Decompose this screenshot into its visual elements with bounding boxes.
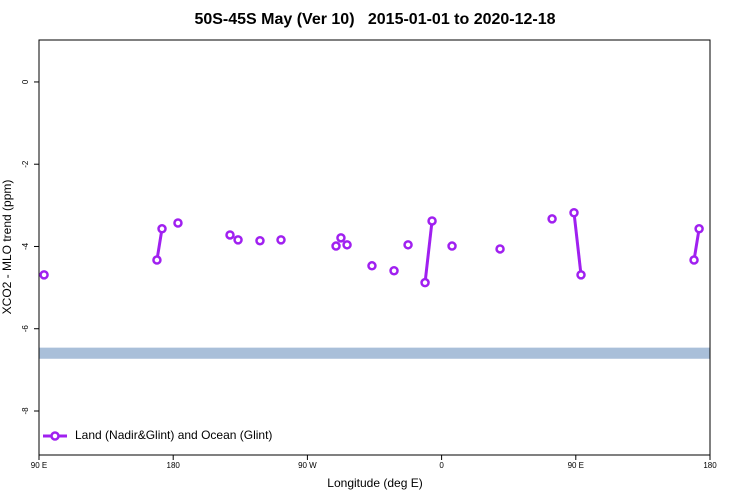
data-point: [276, 235, 286, 245]
data-point: [255, 235, 265, 246]
line-segment: [692, 228, 701, 261]
data-point: [403, 240, 413, 250]
x-tick-label: 180: [703, 461, 717, 470]
data-point: [157, 224, 167, 234]
data-point: [420, 277, 430, 288]
data-point: [225, 230, 235, 240]
data-point: [689, 255, 699, 265]
data-point: [233, 235, 243, 245]
line-segment: [572, 212, 583, 276]
x-tick-label: 90 E: [568, 461, 584, 470]
line-segment: [423, 220, 434, 283]
y-tick-label: -6: [21, 325, 30, 333]
y-tick-label: -8: [21, 407, 30, 415]
y-tick-label: 0: [21, 79, 30, 84]
data-point: [342, 240, 352, 250]
data-point: [447, 241, 457, 251]
data-point: [39, 270, 49, 280]
data-point: [173, 218, 183, 228]
legend-marker: [50, 431, 60, 441]
data-point: [331, 241, 341, 251]
line-segment: [155, 228, 164, 261]
data-point: [495, 244, 505, 254]
data-point: [547, 214, 557, 224]
data-point: [569, 207, 579, 218]
data-point: [427, 216, 437, 226]
data-point: [336, 233, 346, 243]
x-tick-label: 90 W: [298, 461, 317, 470]
band: [39, 347, 710, 359]
data-point: [367, 261, 377, 271]
data-point: [576, 270, 586, 280]
y-tick-label: -2: [21, 160, 30, 168]
y-tick-label: -4: [21, 242, 30, 250]
x-tick-label: 0: [439, 461, 444, 470]
chart-title: 50S-45S May (Ver 10) 2015-01-01 to 2020-…: [194, 11, 555, 28]
x-tick-label: 180: [167, 461, 181, 470]
data-point: [389, 265, 399, 276]
data-point: [694, 224, 704, 234]
data-point: [152, 255, 162, 265]
x-axis-label: Longitude (deg E): [327, 476, 422, 490]
plot-frame: [38, 39, 711, 456]
x-tick-label: 90 E: [31, 461, 47, 470]
y-axis-label: XCO2 - MLO trend (ppm): [0, 180, 14, 315]
legend-label: Land (Nadir&Glint) and Ocean (Glint): [75, 428, 272, 442]
